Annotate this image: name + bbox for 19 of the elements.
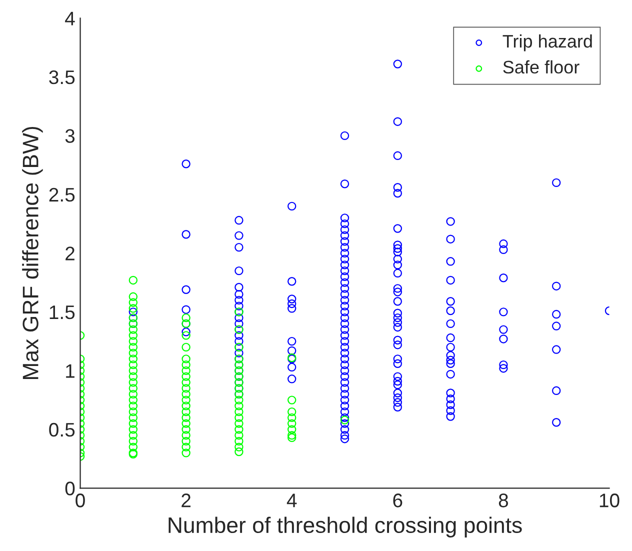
x-axis-title: Number of threshold crossing points	[168, 516, 522, 538]
x-tick-label: 4	[286, 494, 297, 508]
y-tick-label: 3	[65, 129, 75, 143]
x-tick-label: 10	[600, 494, 620, 508]
y-tick-label: 1.5	[50, 306, 75, 320]
x-tick-label: 2	[182, 494, 190, 508]
y-axis-title: Max GRF difference (BW)	[22, 126, 43, 379]
y-tick-label: 3.5	[49, 70, 75, 84]
legend-label: Safe floor	[503, 60, 580, 74]
x-tick-label: 0	[76, 494, 85, 508]
y-tick-label: 4	[65, 12, 75, 26]
y-tick-label: 0	[65, 482, 75, 496]
x-tick-label: 8	[498, 494, 508, 508]
y-tick-label: 0.5	[49, 422, 75, 437]
y-tick-label: 2	[66, 246, 74, 260]
legend-label: Trip hazard	[502, 34, 592, 52]
y-tick-label: 2.5	[49, 188, 75, 202]
x-tick-label: 6	[393, 494, 402, 508]
y-tick-label: 1	[66, 364, 74, 378]
